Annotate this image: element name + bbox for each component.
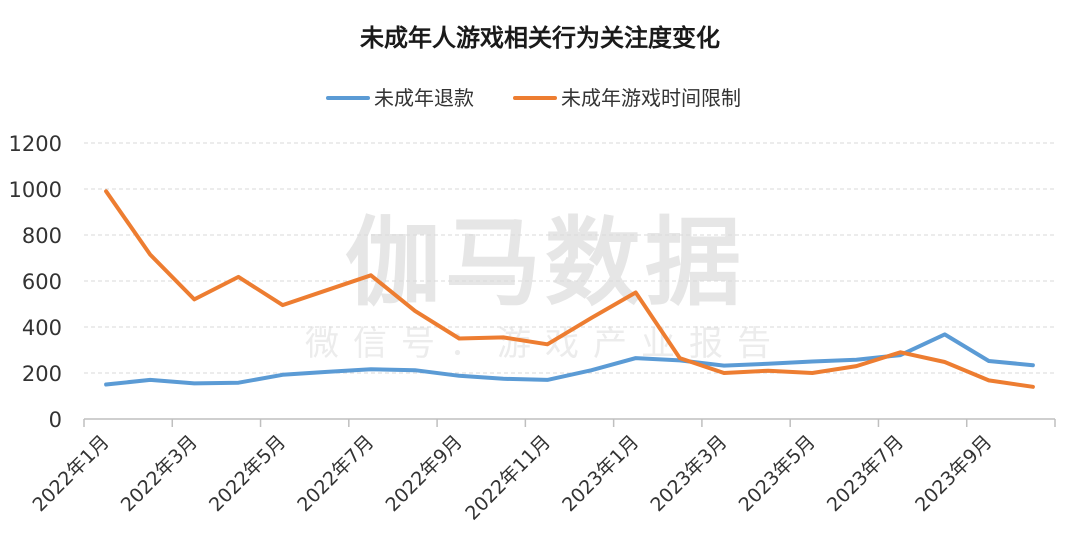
x-axis: 2022年1月 2022年3月 2022年5月 2022年7月 2022年9月2022年… (28, 418, 1056, 525)
x-tick-label: 2023年7月 (823, 431, 908, 516)
legend-label-1: 未成年游戏时间限制 (561, 86, 741, 110)
chart-title: 未成年人游戏相关行为关注度变化 (360, 24, 720, 52)
x-tick-label: 2022年1月 (28, 431, 113, 516)
x-tick-label: 2022年5月 (205, 431, 290, 516)
x-tick-label: 2023年5月 (735, 431, 820, 516)
gridlines (84, 142, 1055, 374)
watermark-main: 伽马数据 (345, 207, 745, 319)
y-tick-label: 800 (22, 224, 62, 248)
series-line-1 (104, 189, 1035, 389)
x-tick-label: 2022年7月 (293, 431, 378, 516)
y-tick-label: 200 (22, 362, 62, 386)
y-tick-label: 400 (22, 316, 62, 340)
y-tick-label: 0 (49, 408, 62, 432)
y-tick-label: 1200 (9, 132, 62, 156)
x-tick-label: 2023年1月 (558, 431, 643, 516)
legend-label-0: 未成年退款 (374, 86, 474, 110)
x-tick-label: 2023年9月 (911, 431, 996, 516)
x-tick-label: 2022年3月 (117, 431, 202, 516)
y-tick-label: 600 (22, 270, 62, 294)
y-axis: 0 200 400 600 800 1000 1200 (9, 132, 62, 432)
x-tick-label: 2022年11月 (461, 431, 555, 525)
x-tick-label: 2023年3月 (646, 431, 731, 516)
legend: 未成年退款 未成年游戏时间限制 (326, 86, 741, 110)
series-lines (104, 189, 1035, 389)
x-tick-label: 2022年9月 (382, 431, 467, 516)
y-tick-label: 1000 (9, 178, 62, 202)
